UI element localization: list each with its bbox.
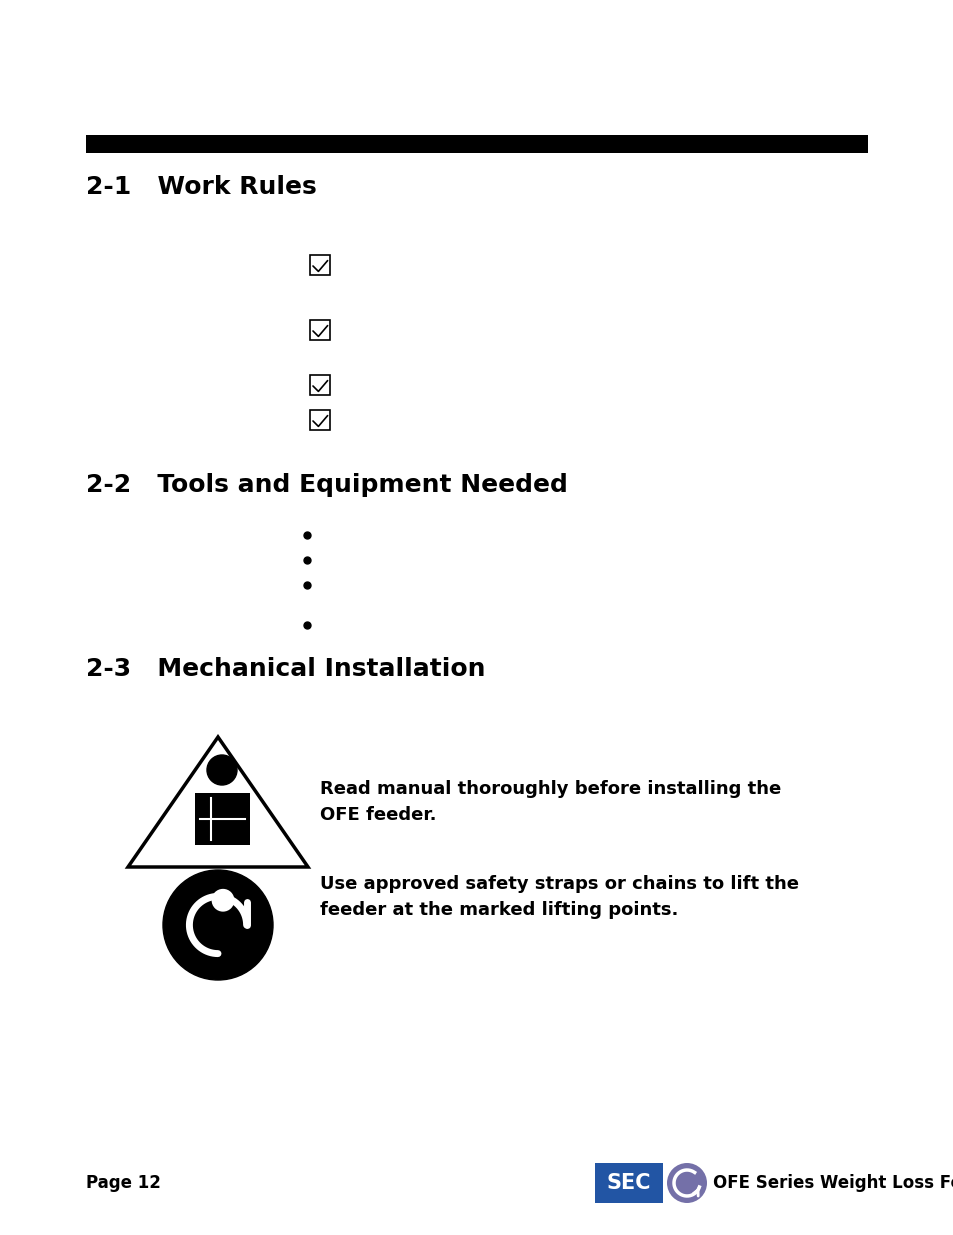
Text: 2-2   Tools and Equipment Needed: 2-2 Tools and Equipment Needed (86, 473, 567, 496)
Circle shape (163, 869, 273, 981)
Circle shape (207, 755, 236, 785)
Text: 2-3   Mechanical Installation: 2-3 Mechanical Installation (86, 657, 485, 680)
Text: Use approved safety straps or chains to lift the
feeder at the marked lifting po: Use approved safety straps or chains to … (319, 876, 799, 919)
FancyBboxPatch shape (310, 410, 330, 430)
Circle shape (213, 890, 233, 910)
FancyBboxPatch shape (310, 320, 330, 340)
Polygon shape (128, 737, 308, 867)
Text: SEC: SEC (606, 1173, 651, 1193)
Text: OFE Series Weight Loss Feeders: OFE Series Weight Loss Feeders (712, 1174, 953, 1192)
Text: 2-1   Work Rules: 2-1 Work Rules (86, 175, 316, 199)
Circle shape (666, 1163, 706, 1203)
FancyBboxPatch shape (194, 793, 250, 845)
Text: Page 12: Page 12 (86, 1174, 161, 1192)
FancyBboxPatch shape (310, 375, 330, 395)
FancyBboxPatch shape (86, 135, 867, 153)
FancyBboxPatch shape (310, 254, 330, 275)
Text: Read manual thoroughly before installing the
OFE feeder.: Read manual thoroughly before installing… (319, 781, 781, 825)
FancyBboxPatch shape (595, 1163, 662, 1203)
